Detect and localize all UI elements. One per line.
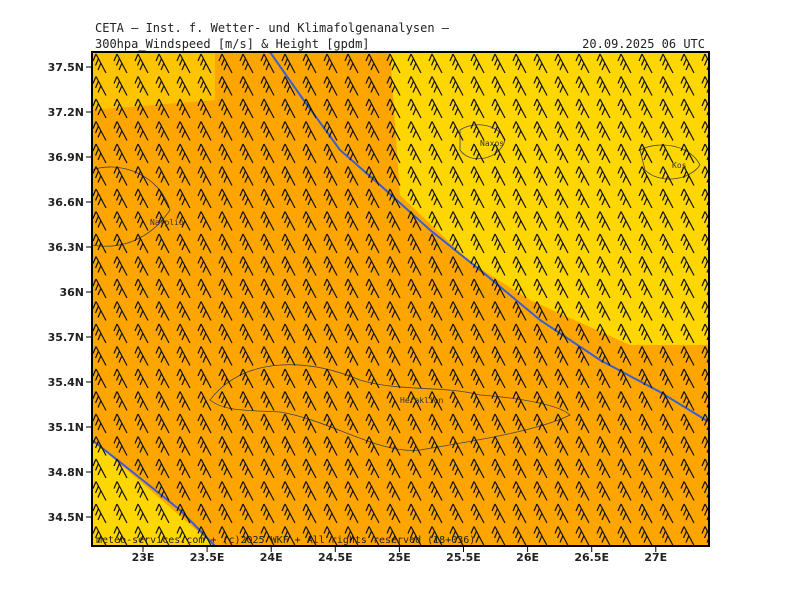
footer: meteo-services.com + (c)2025 WKF + All r… [96, 535, 475, 546]
map-area: Naxos Heraklion Kos Nafplio meteo-servic… [92, 52, 709, 546]
y-tick-label: 36N [59, 286, 84, 299]
y-tick-label: 34.8N [48, 466, 84, 479]
y-tick-label: 36.3N [48, 241, 84, 254]
x-tick-label: 24E [260, 551, 283, 564]
wind-barbs [92, 52, 709, 546]
y-tick-label: 37.5N [48, 61, 84, 74]
x-tick-label: 25E [388, 551, 411, 564]
place-label: Kos [672, 161, 687, 170]
header-parameter: 300hpa_Windspeed [m/s] & Height [gpdm] [95, 37, 370, 51]
map-frame [91, 51, 710, 547]
header-title: CETA — Inst. f. Wetter- und Klimafolgena… [95, 21, 450, 35]
x-tick-label: 23E [132, 551, 155, 564]
y-tick-label: 35.4N [48, 376, 84, 389]
y-tick-label: 34.5N [48, 511, 84, 524]
y-tick-label: 36.9N [48, 151, 84, 164]
x-tick-label: 25.5E [446, 551, 481, 564]
place-label: Heraklion [400, 396, 444, 405]
axes: 37.5N 37.2N 36.9N 36.6N 36.3N 36N 35.7N 35.4N 35… [48, 61, 668, 564]
x-tick-label: 26.5E [574, 551, 609, 564]
x-tick-label: 26E [516, 551, 539, 564]
y-tick-label: 37.2N [48, 106, 84, 119]
x-tick-label: 27E [644, 551, 667, 564]
y-tick-label: 36.6N [48, 196, 84, 209]
place-label: Nafplio [150, 218, 184, 227]
header-time: 20.09.2025 06 UTC [582, 37, 705, 51]
place-label: Naxos [480, 139, 504, 148]
y-tick-label: 35.1N [48, 421, 84, 434]
x-tick-label: 24.5E [318, 551, 353, 564]
y-tick-label: 35.7N [48, 331, 84, 344]
x-tick-label: 23.5E [190, 551, 225, 564]
